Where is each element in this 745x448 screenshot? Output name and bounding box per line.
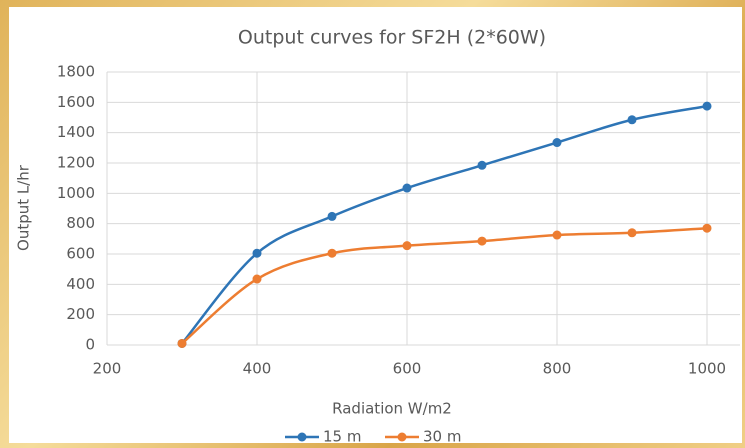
- data-point: [552, 138, 562, 148]
- data-point: [477, 160, 487, 170]
- legend-marker: [297, 432, 307, 442]
- y-tick-label: 1000: [57, 184, 95, 202]
- data-point: [702, 223, 712, 233]
- y-tick-label: 400: [66, 275, 95, 293]
- data-point: [402, 241, 412, 251]
- data-point: [552, 230, 562, 240]
- y-tick-label: 0: [85, 336, 95, 354]
- data-point: [402, 183, 412, 193]
- data-point: [252, 248, 262, 258]
- data-point: [627, 115, 637, 125]
- x-tick-label: 400: [243, 360, 272, 378]
- y-tick-label: 1600: [57, 93, 95, 111]
- data-point: [327, 248, 337, 258]
- y-tick-label: 1200: [57, 154, 95, 172]
- data-point: [252, 274, 262, 284]
- x-tick-label: 200: [93, 360, 122, 378]
- y-tick-label: 600: [66, 245, 95, 263]
- x-tick-label: 1000: [688, 360, 726, 378]
- chart-background: [9, 7, 742, 443]
- data-point: [627, 228, 637, 238]
- legend-label: 30 m: [423, 428, 461, 446]
- data-point: [177, 338, 187, 348]
- y-tick-label: 1400: [57, 123, 95, 141]
- chart-title: Output curves for SF2H (2*60W): [238, 27, 546, 49]
- legend-marker: [397, 432, 407, 442]
- data-point: [327, 211, 337, 221]
- y-tick-label: 800: [66, 214, 95, 232]
- y-axis-label: Output L/hr: [15, 164, 33, 251]
- x-tick-label: 600: [393, 360, 422, 378]
- x-tick-label: 800: [543, 360, 572, 378]
- data-point: [702, 101, 712, 111]
- legend-label: 15 m: [323, 428, 361, 446]
- data-point: [477, 236, 487, 246]
- y-tick-label: 200: [66, 305, 95, 323]
- y-tick-label: 1800: [57, 63, 95, 81]
- x-axis-label: Radiation W/m2: [332, 400, 452, 418]
